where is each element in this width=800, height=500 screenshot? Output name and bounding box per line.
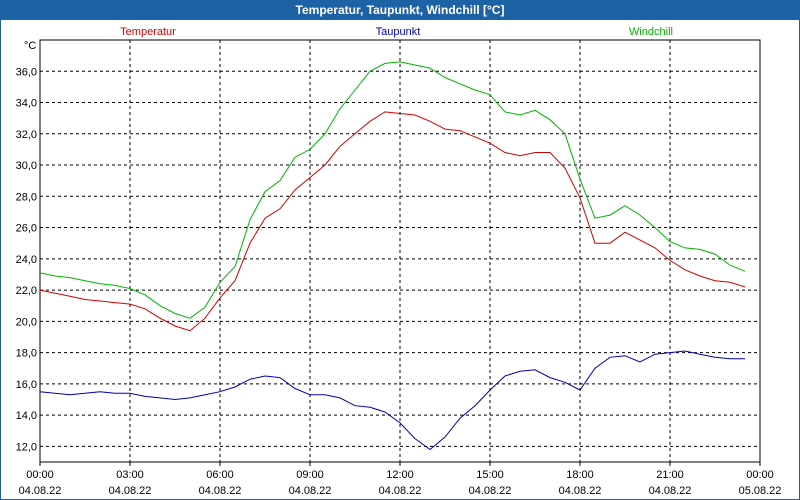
x-tick-time: 12:00 [386, 469, 414, 481]
y-tick-label: 36,0 [16, 66, 37, 78]
x-tick-date: 04.08.22 [19, 485, 62, 497]
x-tick-time: 00:00 [26, 469, 54, 481]
series-line-windchill [39, 61, 746, 319]
x-tick-time: 18:00 [566, 469, 594, 481]
x-tick-date: 04.08.22 [109, 485, 152, 497]
y-tick-label: 24,0 [16, 254, 37, 266]
y-tick-label: 30,0 [16, 160, 37, 172]
y-tick-label: 12,0 [16, 441, 37, 453]
y-tick-label: 32,0 [16, 129, 37, 141]
y-tick-label: 20,0 [16, 316, 37, 328]
x-tick-date: 04.08.22 [559, 485, 602, 497]
y-tick-label: 34,0 [16, 98, 37, 110]
legend-windchill: Windchill [629, 26, 673, 38]
series-line-taupunkt [39, 350, 745, 451]
y-tick-label: 14,0 [16, 410, 37, 422]
x-tick-date: 04.08.22 [289, 485, 332, 497]
x-tick-date: 04.08.22 [199, 485, 242, 497]
y-tick-label: 16,0 [16, 379, 37, 391]
grid-lines [40, 40, 760, 462]
x-tick-time: 21:00 [656, 469, 684, 481]
y-tick-label: 22,0 [16, 285, 37, 297]
chart-title: Temperatur, Taupunkt, Windchill [°C] [0, 0, 800, 20]
legend-taupunkt: Taupunkt [376, 26, 421, 38]
y-tick-label: 18,0 [16, 348, 37, 360]
y-tick-label: 28,0 [16, 191, 37, 203]
x-tick-labels: 00:00 04.08.22 03:00 04.08.22 06:00 04.08.22 0… [19, 462, 782, 497]
x-tick-date: 04.08.22 [379, 485, 422, 497]
x-tick-time: 15:00 [476, 469, 504, 481]
x-tick-date: 05.08.22 [739, 485, 782, 497]
x-tick-time: 09:00 [296, 469, 324, 481]
x-tick-date: 04.08.22 [649, 485, 692, 497]
x-tick-date: 04.08.22 [469, 485, 512, 497]
series-lines [39, 61, 746, 451]
y-axis-label: °C [24, 40, 36, 52]
x-tick-time: 06:00 [206, 469, 234, 481]
legend-temperatur: Temperatur [120, 26, 176, 38]
y-tick-labels: 12,0 14,0 16,0 18,0 20,0 22,0 24,0 26,0 28,0 30,0… [16, 66, 37, 453]
x-tick-time: 03:00 [116, 469, 144, 481]
x-tick-time: 00:00 [746, 469, 774, 481]
y-tick-label: 26,0 [16, 223, 37, 235]
series-line-temperatur [39, 111, 746, 332]
